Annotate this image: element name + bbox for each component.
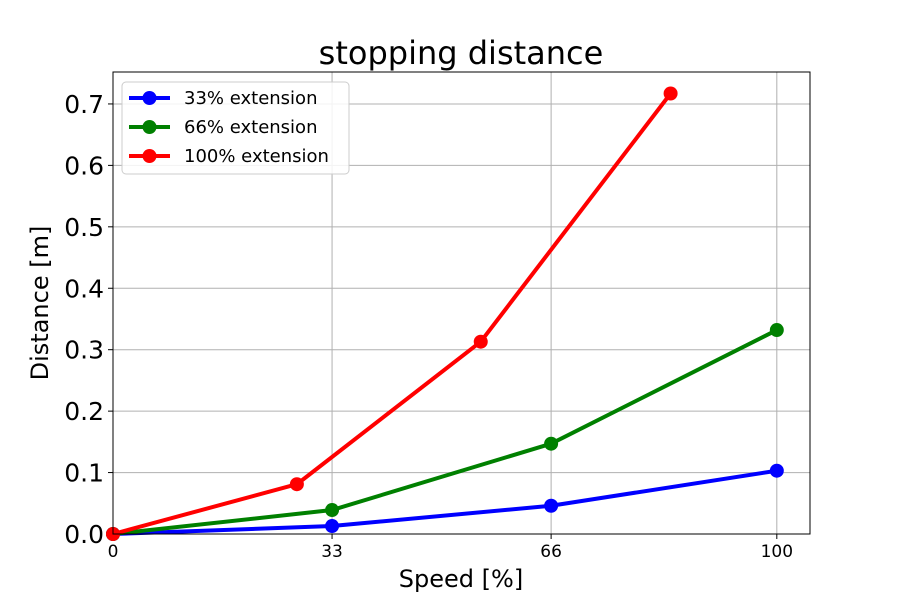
data-point	[769, 323, 784, 338]
legend-box	[121, 81, 350, 175]
plot-frame	[112, 71, 811, 535]
x-axis-label: Speed [%]	[399, 565, 523, 593]
data-point	[663, 86, 678, 101]
legend-label: 100% extension	[184, 146, 329, 167]
data-point	[544, 436, 559, 451]
legend: 33% extension 66% extension 100% extension	[121, 81, 350, 175]
chart-title: stopping distance	[319, 34, 604, 72]
y-tick-label: 0.6	[64, 151, 104, 180]
y-tick-label: 0.7	[64, 90, 104, 119]
legend-marker	[142, 120, 157, 134]
series-group	[106, 86, 784, 541]
legend-marker	[142, 91, 157, 105]
series-line	[112, 328, 778, 536]
series-line	[112, 468, 778, 536]
x-tick-label: 66	[540, 542, 562, 562]
y-tick-label: 0.3	[64, 336, 104, 365]
x-tick-label: 100	[761, 542, 793, 562]
y-tick-label: 0.1	[64, 459, 104, 488]
data-point	[769, 463, 784, 478]
legend-label: 33% extension	[184, 88, 317, 109]
y-tick-label: 0.5	[64, 213, 104, 242]
legend-label: 66% extension	[184, 117, 317, 138]
legend-marker	[142, 149, 157, 163]
data-point	[289, 477, 304, 492]
data-point	[325, 503, 340, 518]
data-point	[473, 334, 488, 349]
x-tick-label: 33	[321, 542, 343, 562]
y-axis-label: Distance [m]	[26, 226, 54, 381]
y-tick-label: 0.2	[64, 397, 104, 426]
y-tick-label: 0.0	[64, 520, 104, 549]
data-point	[325, 519, 340, 534]
y-tick-label: 0.4	[64, 274, 104, 303]
ticks: 0 33 66 100 0.0 0.1 0.2 0.3 0.4 0.5 0.6 0.7	[64, 90, 793, 562]
series-line	[112, 92, 673, 536]
data-point	[544, 498, 559, 513]
x-tick-label: 0	[108, 542, 119, 562]
